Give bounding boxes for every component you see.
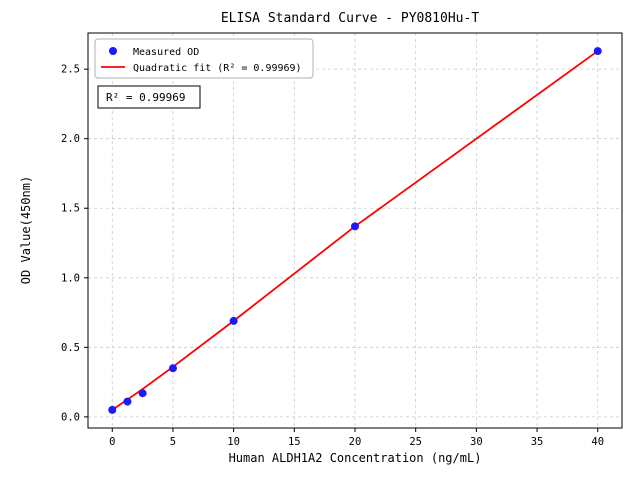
x-tick-label: 0 — [109, 436, 115, 448]
data-point — [351, 222, 359, 231]
x-tick-label: 40 — [591, 436, 604, 448]
legend-label-measured-od: Measured OD — [133, 47, 199, 58]
data-point — [168, 364, 177, 373]
chart-plot-area: 0 5 10 15 20 25 30 35 40 0.0 0.5 1.0 1.5 2.0 2.5 Measur… — [61, 32, 623, 448]
annotation-box — [97, 85, 201, 109]
x-tick-label: 25 — [409, 436, 422, 448]
x-tick-label: 35 — [531, 436, 544, 448]
data-point — [229, 316, 238, 325]
y-tick-label: 1.5 — [61, 203, 80, 215]
data-point — [138, 389, 147, 398]
legend: Measured OD Quadratic fit (R² = 0.99969) — [94, 38, 314, 79]
x-axis-label: Human ALDH1A2 Concentration (ng/mL) — [229, 451, 482, 465]
x-tick-label: 10 — [227, 436, 240, 448]
y-tick-label: 1.0 — [61, 272, 80, 284]
legend-box — [94, 38, 314, 79]
r-squared-annotation: R² = 0.99969 — [97, 85, 201, 109]
x-tick-label: 30 — [470, 436, 483, 448]
y-tick-label: 2.0 — [61, 133, 80, 145]
x-tick-label: 15 — [288, 436, 301, 448]
chart-title: ELISA Standard Curve - PY0810Hu-T — [221, 11, 479, 26]
x-tick-label: 5 — [170, 436, 176, 448]
y-tick-label: 0.0 — [61, 411, 80, 423]
data-point — [108, 405, 117, 414]
data-point — [123, 397, 132, 406]
annotation-text: R² = 0.99969 — [106, 91, 185, 104]
x-tick-label: 20 — [349, 436, 362, 448]
legend-label-quadratic-fit: Quadratic fit (R² = 0.99969) — [133, 63, 302, 74]
data-point — [593, 47, 602, 56]
y-tick-label: 0.5 — [61, 342, 80, 354]
legend-marker-measured-od — [109, 47, 117, 55]
y-tick-label: 2.5 — [61, 64, 80, 76]
y-axis-label: OD Value(450nm) — [19, 176, 33, 284]
